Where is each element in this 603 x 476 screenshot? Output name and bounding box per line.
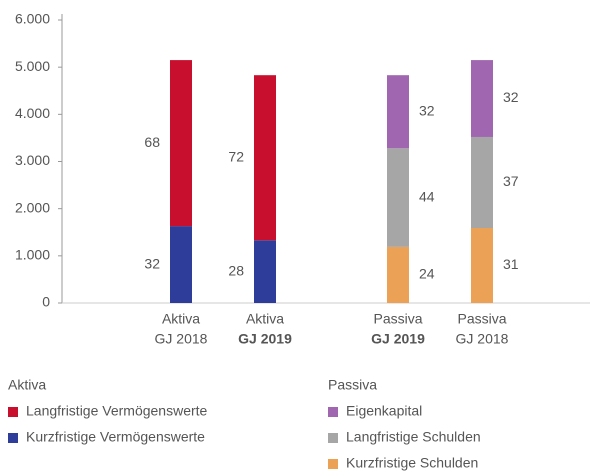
x-tick-label: Aktiva [246,311,284,327]
legend-swatch [8,433,18,443]
bar-segment [254,75,276,241]
share-label: 72 [228,148,244,164]
x-tick-label: Aktiva [162,311,200,327]
bar-segment [387,246,409,303]
x-tick-label: GJ 2019 [371,331,425,347]
legend-swatch [328,433,338,443]
legend-label: Langfristige Schulden [346,429,481,445]
share-label: 32 [419,102,435,118]
y-tick-label: 2.000 [15,199,50,215]
legend-label: Kurzfristige Schulden [346,455,478,471]
legend-label: Kurzfristige Vermögenswerte [26,429,205,445]
share-label: 31 [503,256,519,272]
y-tick-label: 3.000 [15,152,50,168]
bar-segment [170,60,192,227]
bar-segment [387,148,409,247]
bar-segment [387,75,409,149]
legend-title: Passiva [328,377,377,393]
share-label: 68 [144,134,160,150]
share-label: 32 [503,89,519,105]
bar-segment [471,60,493,137]
legend-swatch [328,459,338,469]
x-tick-label: Passiva [457,311,506,327]
legend-label: Langfristige Vermögenswerte [26,403,208,419]
share-label: 32 [144,255,160,271]
share-label: 37 [503,173,519,189]
bar-segment [254,240,276,303]
y-tick-label: 1.000 [15,247,50,263]
x-tick-label: GJ 2018 [155,331,208,347]
share-label: 28 [228,262,244,278]
legend-title: Aktiva [8,377,46,393]
x-tick-label: GJ 2018 [456,331,509,347]
legend-swatch [328,407,338,417]
share-label: 24 [419,266,435,282]
bar-segment [170,226,192,303]
legend-label: Eigenkapital [346,403,422,419]
y-tick-label: 0 [42,294,50,310]
x-tick-label: Passiva [373,311,422,327]
bar-segment [471,136,493,229]
y-tick-label: 5.000 [15,58,50,74]
x-tick-label: GJ 2019 [238,331,292,347]
bar-segment [471,228,493,303]
y-tick-label: 6.000 [15,11,50,27]
share-label: 44 [419,188,435,204]
legend-swatch [8,407,18,417]
y-tick-label: 4.000 [15,105,50,121]
